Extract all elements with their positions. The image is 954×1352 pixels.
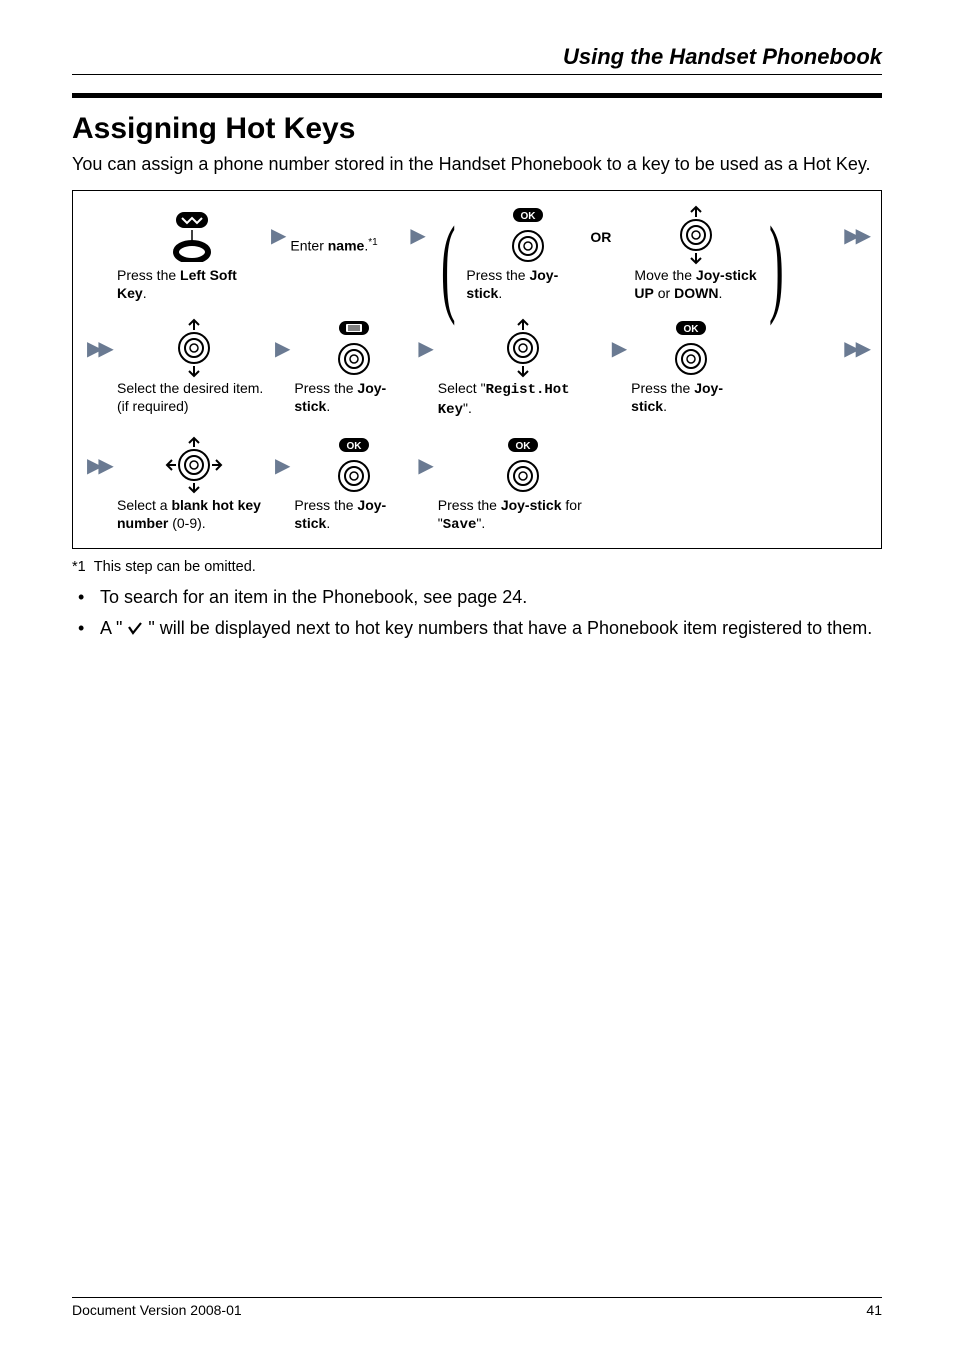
arrow-continue-icon: ▶▶ bbox=[840, 316, 871, 380]
diagram-row-1: Press the Left Soft Key. ▶ Enter name.*1… bbox=[83, 203, 871, 302]
ok-joystick-icon: OK bbox=[666, 316, 716, 380]
diagram-row-2: ▶▶ Select the desired item. (if required… bbox=[83, 316, 871, 419]
notes-list: To search for an item in the Phonebook, … bbox=[72, 585, 882, 641]
instruction-diagram: Press the Left Soft Key. ▶ Enter name.*1… bbox=[72, 190, 882, 549]
arrow-icon: ▶ bbox=[414, 316, 437, 380]
svg-text:OK: OK bbox=[521, 211, 537, 222]
joystick-updown-icon bbox=[498, 316, 548, 380]
page-number: 41 bbox=[866, 1302, 882, 1318]
arrow-icon: ▶ bbox=[271, 316, 294, 380]
paren-right-icon: ) bbox=[769, 232, 784, 298]
menu-joystick-icon bbox=[329, 316, 379, 380]
step-enter-name: Enter name.*1 bbox=[290, 203, 406, 285]
intro-text: You can assign a phone number stored in … bbox=[72, 152, 882, 176]
rule-thick bbox=[72, 93, 882, 98]
alternative-group: ( OK Press the Joy-stick. OR bbox=[430, 203, 795, 302]
arrow-continue-icon: ▶▶ bbox=[83, 316, 117, 380]
step-press-joystick-menu: Press the Joy-stick. bbox=[294, 316, 414, 415]
caption: Press the Joy-stick for "Save". bbox=[438, 497, 608, 534]
caption: Press the Joy-stick. bbox=[294, 497, 414, 532]
diagram-row-3: ▶▶ Select a blank hot key number (0-9). … bbox=[83, 433, 871, 534]
arrow-icon: ▶ bbox=[271, 433, 294, 497]
caption: Enter name.*1 bbox=[290, 237, 406, 255]
arrow-icon: ▶ bbox=[608, 316, 631, 380]
step-press-joystick-save: OK Press the Joy-stick for "Save". bbox=[438, 433, 608, 534]
soft-key-icon bbox=[164, 203, 220, 267]
caption: Select the desired item. (if required) bbox=[117, 380, 271, 415]
paren-left-icon: ( bbox=[441, 232, 456, 298]
step-press-joystick-ok-2: OK Press the Joy-stick. bbox=[294, 433, 414, 532]
list-item: To search for an item in the Phonebook, … bbox=[72, 585, 882, 610]
caption: Select "Regist.Hot Key". bbox=[438, 380, 608, 419]
ok-joystick-icon: OK bbox=[503, 203, 553, 267]
section-title: Using the Handset Phonebook bbox=[72, 44, 882, 74]
list-item: A " " will be displayed next to hot key … bbox=[72, 616, 882, 641]
caption: Select a blank hot key number (0-9). bbox=[117, 497, 271, 532]
page-footer: Document Version 2008-01 41 bbox=[72, 1297, 882, 1318]
svg-text:OK: OK bbox=[684, 324, 700, 335]
joystick-updown-icon bbox=[671, 203, 721, 267]
or-label: OR bbox=[590, 221, 634, 285]
step-select-item: Select the desired item. (if required) bbox=[117, 316, 271, 415]
arrow-continue-icon: ▶▶ bbox=[840, 203, 871, 267]
arrow-icon: ▶ bbox=[267, 203, 290, 267]
page-header: Using the Handset Phonebook bbox=[72, 44, 882, 98]
step-press-joystick: OK Press the Joy-stick. bbox=[466, 203, 590, 302]
caption: Press the Joy-stick. bbox=[631, 380, 751, 415]
arrow-icon: ▶ bbox=[414, 433, 437, 497]
step-select-regist: Select "Regist.Hot Key". bbox=[438, 316, 608, 419]
arrow-continue-icon: ▶▶ bbox=[83, 433, 117, 497]
caption: Move the Joy-stick UP or DOWN. bbox=[634, 267, 758, 302]
svg-text:OK: OK bbox=[347, 441, 363, 452]
footnote: *1 This step can be omitted. bbox=[72, 559, 882, 575]
joystick-updown-icon bbox=[169, 316, 219, 380]
check-icon bbox=[127, 616, 143, 641]
doc-version: Document Version 2008-01 bbox=[72, 1302, 242, 1318]
step-move-joystick-updown: Move the Joy-stick UP or DOWN. bbox=[634, 203, 758, 302]
ok-joystick-icon: OK bbox=[498, 433, 548, 497]
caption: Press the Left Soft Key. bbox=[117, 267, 267, 302]
step-left-soft-key: Press the Left Soft Key. bbox=[117, 203, 267, 302]
svg-text:OK: OK bbox=[515, 441, 531, 452]
ok-joystick-icon: OK bbox=[329, 433, 379, 497]
arrow-icon: ▶ bbox=[406, 203, 429, 267]
page-title: Assigning Hot Keys bbox=[72, 112, 882, 146]
caption: Press the Joy-stick. bbox=[466, 267, 590, 302]
joystick-all-directions-icon bbox=[164, 433, 224, 497]
caption: Press the Joy-stick. bbox=[294, 380, 414, 415]
step-select-hotkey-number: Select a blank hot key number (0-9). bbox=[117, 433, 271, 532]
step-press-joystick-ok: OK Press the Joy-stick. bbox=[631, 316, 751, 415]
rule-thin bbox=[72, 74, 882, 75]
